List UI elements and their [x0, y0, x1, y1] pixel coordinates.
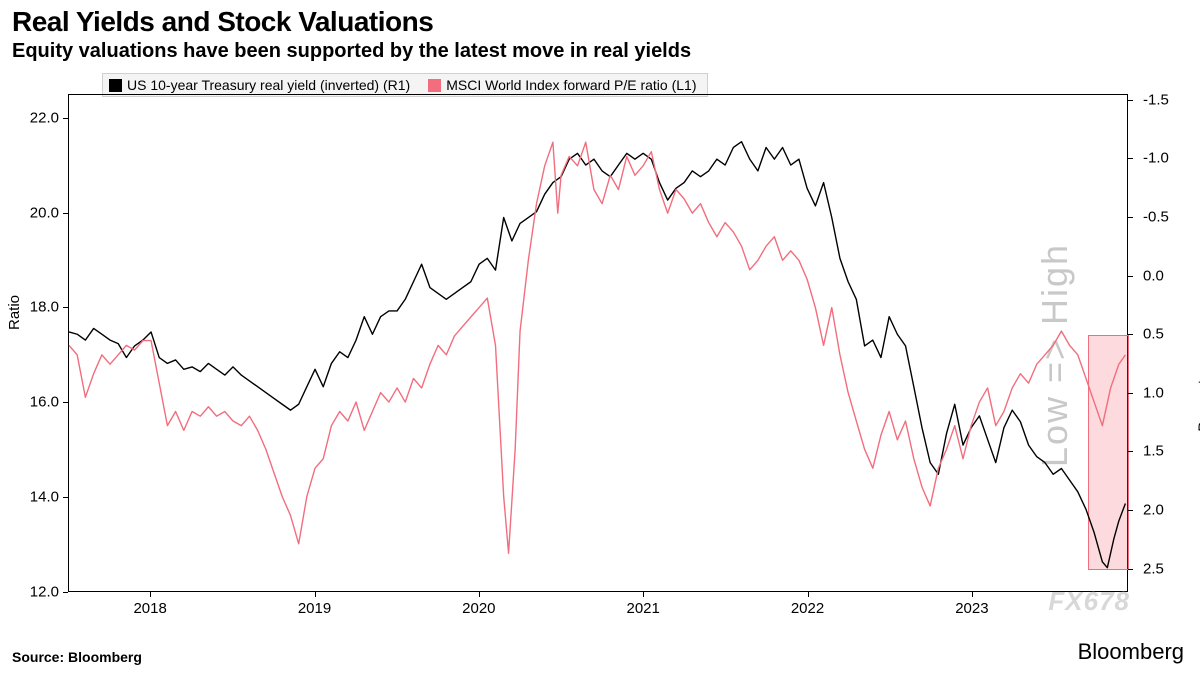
y-left-tick-label: 12.0 — [0, 584, 64, 601]
y-right-tick-label: -0.5 — [1138, 209, 1178, 226]
legend-label-2: MSCI World Index forward P/E ratio (L1) — [446, 77, 696, 93]
y-right-tick-label: 2.0 — [1138, 501, 1178, 518]
y-right-tick-label: 1.5 — [1138, 443, 1178, 460]
y-right-labels: -1.5 -1.0 -0.5 0.0 0.5 1.0 1.5 2.0 2.5 — [1138, 94, 1178, 592]
x-labels: 2018 2019 2020 2021 2022 2023 — [68, 600, 1128, 620]
brand-text: Bloomberg — [1078, 639, 1184, 665]
y-right-tick-label: -1.5 — [1138, 91, 1178, 108]
x-tick-label: 2021 — [627, 600, 660, 617]
legend-item-1: US 10-year Treasury real yield (inverted… — [109, 77, 410, 93]
line-svg — [69, 95, 1127, 591]
chart-subtitle: Equity valuations have been supported by… — [12, 40, 691, 63]
legend-swatch-2 — [428, 79, 441, 92]
y-left-tick-label: 18.0 — [0, 299, 64, 316]
x-tick-label: 2019 — [298, 600, 331, 617]
y-left-tick-label: 16.0 — [0, 394, 64, 411]
watermark-fx: FX678 — [1048, 586, 1130, 617]
y-right-tick-label: 0.0 — [1138, 267, 1178, 284]
y-left-tick-label: 20.0 — [0, 204, 64, 221]
y-right-tick-label: 2.5 — [1138, 560, 1178, 577]
x-tick-label: 2023 — [955, 600, 988, 617]
series-msci_pe — [69, 142, 1125, 553]
y-right-tick-label: -1.0 — [1138, 150, 1178, 167]
chart-title: Real Yields and Stock Valuations — [12, 6, 433, 38]
y-right-tick-label: 0.5 — [1138, 326, 1178, 343]
legend-swatch-1 — [109, 79, 122, 92]
plot-area: Low => High — [68, 94, 1128, 592]
y-right-title: Percent — [1196, 380, 1200, 432]
y-left-labels: 12.014.016.018.020.022.0 — [0, 94, 64, 592]
y-left-tick-label: 14.0 — [0, 489, 64, 506]
x-tick-label: 2018 — [133, 600, 166, 617]
y-right-tick-label: 1.0 — [1138, 384, 1178, 401]
source-text: Source: Bloomberg — [12, 649, 142, 665]
legend-item-2: MSCI World Index forward P/E ratio (L1) — [428, 77, 696, 93]
y-left-tick-label: 22.0 — [0, 109, 64, 126]
x-tick-label: 2020 — [462, 600, 495, 617]
series-real_yield_inverted — [69, 142, 1125, 568]
x-tick-label: 2022 — [791, 600, 824, 617]
legend-label-1: US 10-year Treasury real yield (inverted… — [127, 77, 410, 93]
